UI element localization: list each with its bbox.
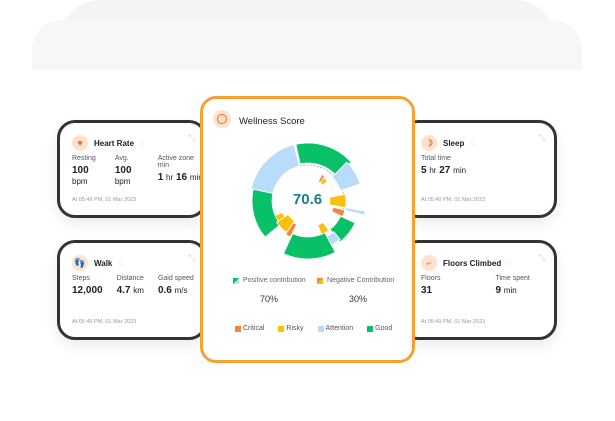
stat-label: Total time: [421, 155, 451, 162]
background-shape: [32, 20, 582, 70]
stat-label: Avg.: [114, 155, 129, 162]
segment-critical: [331, 206, 346, 217]
segment-risky: [317, 221, 330, 235]
segment-attention: [344, 207, 366, 216]
legend-attention: Attention: [317, 325, 353, 332]
timestamp: At 05:49 PM, 01 Mar 2023: [421, 197, 486, 203]
moon-icon: ☽: [421, 135, 437, 151]
stat-unit: km: [133, 286, 144, 295]
legend-critical: Critical: [235, 325, 264, 332]
negative-swatch-icon: [317, 277, 323, 284]
footsteps-icon: 👣: [72, 255, 88, 271]
heart-rate-card[interactable]: ♥ Heart Rate ◌ ⤡ Resting 100 bpm Avg. 100 bp…: [57, 120, 207, 218]
stat-label: Gaid speed: [157, 275, 194, 282]
positive-value: 70%: [260, 294, 279, 304]
chart-legend: Critical Risky Attention Good: [235, 325, 392, 332]
card-title: Walk: [94, 258, 113, 268]
positive-label: Positive contribution: [243, 277, 306, 284]
card-title: Wellness Score: [239, 116, 305, 127]
stat-label: Floors: [421, 275, 441, 282]
segment-attention: [250, 144, 300, 194]
stat-unit: min: [189, 173, 203, 182]
timestamp: At 05:49 PM, 01 Mar 2023: [72, 197, 137, 203]
info-icon[interactable]: ◌: [507, 259, 512, 267]
stat-unit: min: [503, 286, 517, 295]
stairs-icon: ⌐: [421, 255, 437, 271]
legend-good: Good: [367, 325, 392, 332]
info-icon[interactable]: ◌: [118, 259, 123, 267]
timestamp: At 05:49 PM, 01 Mar 2023: [72, 319, 137, 325]
stat-unit: min: [453, 166, 467, 175]
legend-risky: Risky: [278, 325, 304, 332]
stat-label: Time spent: [495, 275, 530, 282]
stat-value: 31: [421, 285, 433, 296]
segment-risky: [329, 193, 347, 209]
card-title: Floors Climbed: [443, 258, 502, 268]
stat-unit: bpm: [114, 177, 131, 186]
segment-risky: [274, 211, 286, 222]
walk-card[interactable]: 👣 Walk ◌ ⤡ Steps 12,000 Distance 4.7 km Gaid…: [57, 240, 207, 340]
info-icon[interactable]: ◌: [470, 139, 475, 147]
segment-good: [282, 232, 336, 260]
stat-value: 12,000: [72, 285, 103, 296]
segment-attention: [331, 161, 361, 191]
wellness-icon: [213, 110, 231, 128]
sleep-card[interactable]: ☽ Sleep ◌ ⤡ Total time 5 hr 27 min At 05:49…: [400, 120, 557, 218]
card-title: Sleep: [443, 138, 465, 148]
card-title: Heart Rate: [94, 138, 135, 148]
expand-icon[interactable]: ⤡: [538, 133, 545, 142]
expand-icon[interactable]: ⤡: [538, 253, 545, 262]
heart-icon: ♥: [72, 135, 88, 151]
wellness-score-card[interactable]: Wellness Score 70.6 Positive contributio…: [200, 96, 415, 363]
stat-label: Steps: [72, 275, 90, 282]
info-icon[interactable]: ◌: [140, 139, 145, 147]
stat-value: 1: [157, 172, 164, 183]
stat-label: Resting: [72, 155, 96, 162]
stat-value: 100: [72, 165, 89, 176]
stat-value: 100: [114, 165, 132, 176]
segment-risky: [275, 213, 296, 234]
expand-icon[interactable]: ⤡: [188, 133, 195, 142]
positive-swatch-icon: [233, 277, 239, 284]
stat-value: 16: [175, 172, 188, 183]
segment-risky: [319, 177, 329, 186]
segment-good: [295, 142, 352, 177]
stat-unit: hr: [429, 166, 437, 175]
stat-value: 27: [439, 165, 451, 176]
stat-unit: bpm: [72, 177, 88, 186]
stat-value: 0.6: [157, 285, 172, 296]
negative-value: 30%: [349, 294, 368, 304]
stat-label: Active zone min: [157, 155, 194, 169]
stat-label: Distance: [116, 275, 144, 282]
segment-attention: [326, 231, 341, 246]
stat-unit: m/s: [174, 286, 188, 295]
stat-unit: hr: [166, 173, 174, 182]
negative-label: Negative Contribution: [327, 277, 395, 284]
wellness-score-value: 70.6: [292, 191, 323, 208]
timestamp: At 05:49 PM, 01 Mar 2023: [421, 319, 486, 325]
stat-value: 5: [421, 165, 427, 176]
stat-value: 4.7: [116, 285, 131, 296]
floors-climbed-card[interactable]: ⌐ Floors Climbed ◌ ⤡ Floors 31 Time spent 9 …: [400, 240, 557, 340]
stat-value: 9: [495, 285, 502, 296]
expand-icon[interactable]: ⤡: [188, 253, 195, 262]
wellness-radial-chart: [250, 142, 366, 260]
